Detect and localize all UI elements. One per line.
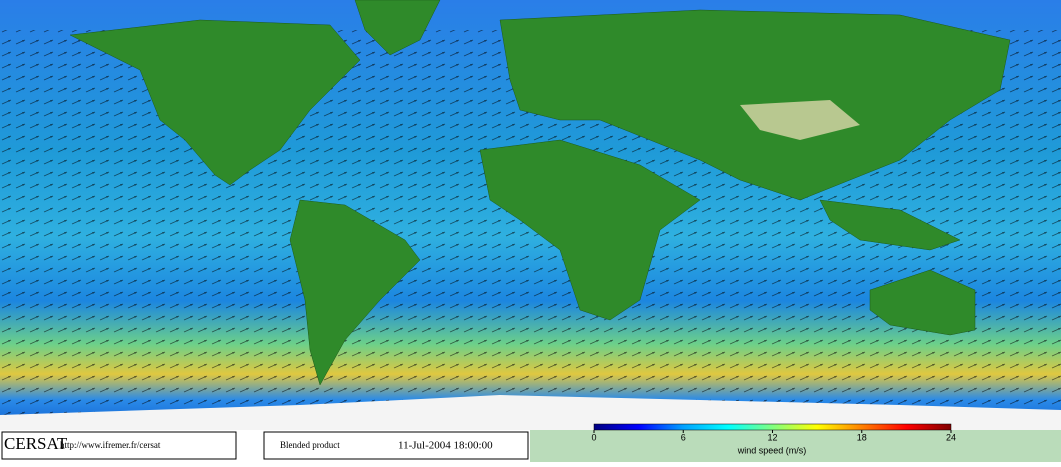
colorbar-label: wind speed (m/s)	[737, 445, 807, 455]
product: Blended product	[280, 440, 340, 450]
antarctica	[0, 395, 1061, 432]
colorbar	[593, 423, 952, 431]
plateau	[740, 100, 860, 140]
datetime: 11-Jul-2004 18:00:00	[398, 440, 493, 452]
colorbar-ticks: 0 6 12 18 24	[591, 430, 956, 442]
colorbar-tick-label: 0	[591, 432, 596, 442]
colorbar-tick-label: 6	[681, 432, 686, 442]
url: http://www.ifremer.fr/cersat	[60, 440, 161, 450]
credit-box	[1, 431, 237, 460]
footer-land	[530, 430, 1061, 462]
colorbar-tick-label: 18	[857, 432, 867, 442]
product-box	[263, 431, 529, 460]
colorbar-tick-label: 24	[946, 432, 956, 442]
logo: CERSAT	[4, 434, 68, 453]
colorbar-tick-label: 12	[767, 432, 777, 442]
